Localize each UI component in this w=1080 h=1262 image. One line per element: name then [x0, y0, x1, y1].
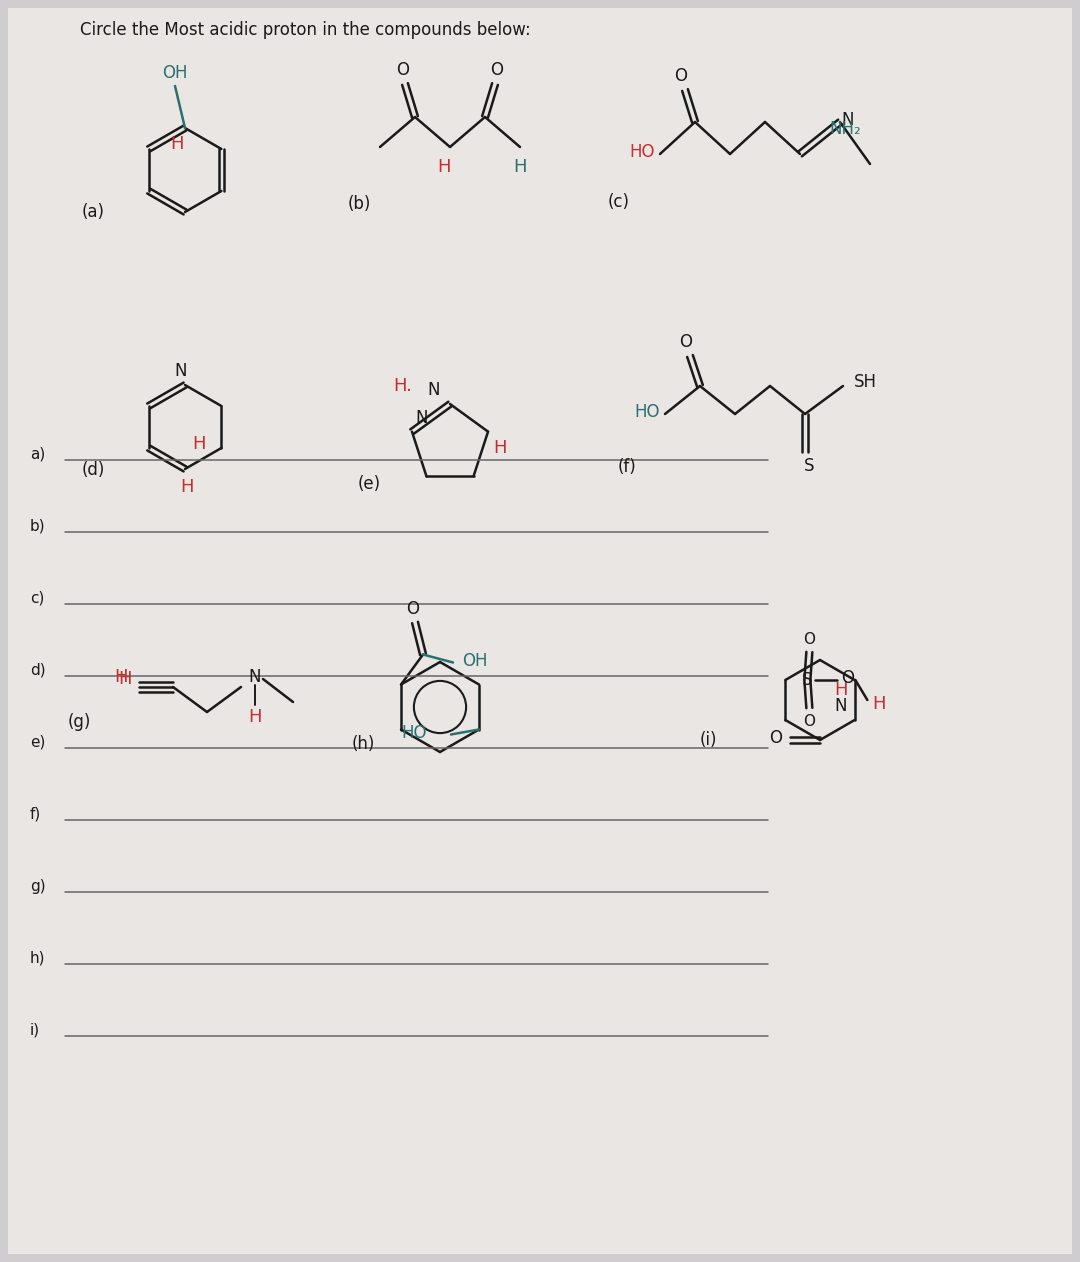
Text: H: H — [248, 708, 261, 726]
Text: i): i) — [30, 1022, 40, 1037]
Text: h): h) — [30, 950, 45, 965]
Text: H: H — [513, 158, 527, 175]
Text: (e): (e) — [357, 475, 381, 493]
Text: H: H — [192, 435, 206, 453]
Text: g): g) — [30, 878, 45, 893]
Text: b): b) — [30, 519, 45, 534]
Text: H.: H. — [393, 377, 411, 395]
Text: O: O — [396, 61, 409, 80]
Text: SH: SH — [853, 374, 877, 391]
Text: O: O — [804, 713, 815, 728]
Text: H: H — [437, 158, 450, 175]
Text: (h): (h) — [352, 734, 376, 753]
Text: OH: OH — [162, 64, 188, 82]
Text: N: N — [428, 381, 441, 399]
Text: S: S — [804, 457, 814, 475]
Text: e): e) — [30, 734, 45, 750]
Text: H: H — [834, 681, 848, 699]
Text: N: N — [175, 362, 187, 380]
Text: d): d) — [30, 663, 45, 678]
Text: (f): (f) — [618, 458, 637, 476]
Text: O: O — [406, 601, 419, 618]
Text: Circle the Most acidic proton in the compounds below:: Circle the Most acidic proton in the com… — [80, 21, 530, 39]
Text: HO: HO — [630, 143, 654, 162]
Text: HO: HO — [635, 403, 660, 422]
Text: H: H — [873, 695, 886, 713]
Text: H: H — [114, 668, 127, 687]
Text: H: H — [170, 135, 184, 153]
Text: c): c) — [30, 591, 44, 606]
Text: OH: OH — [462, 651, 488, 670]
Text: O: O — [679, 333, 692, 351]
Text: N: N — [841, 111, 854, 129]
FancyBboxPatch shape — [8, 8, 1072, 1254]
Text: HO: HO — [402, 724, 427, 742]
Text: a): a) — [30, 447, 45, 462]
Text: (a): (a) — [82, 203, 105, 221]
Text: (c): (c) — [608, 193, 630, 211]
Text: N: N — [835, 697, 847, 716]
Text: (b): (b) — [348, 196, 372, 213]
Text: O: O — [804, 631, 815, 646]
Text: N: N — [248, 668, 261, 687]
Text: N: N — [416, 409, 428, 427]
Text: H: H — [180, 478, 193, 496]
Text: O: O — [490, 61, 503, 80]
Text: f): f) — [30, 806, 41, 822]
Text: (i): (i) — [700, 731, 717, 750]
Text: H: H — [118, 670, 132, 688]
Text: (d): (d) — [82, 461, 106, 480]
Text: H: H — [494, 439, 507, 457]
Text: S: S — [802, 671, 812, 689]
Text: NH₂: NH₂ — [829, 120, 861, 138]
Text: (g): (g) — [68, 713, 92, 731]
Text: O: O — [675, 67, 688, 85]
Text: O: O — [841, 669, 854, 687]
Text: O: O — [769, 729, 783, 747]
